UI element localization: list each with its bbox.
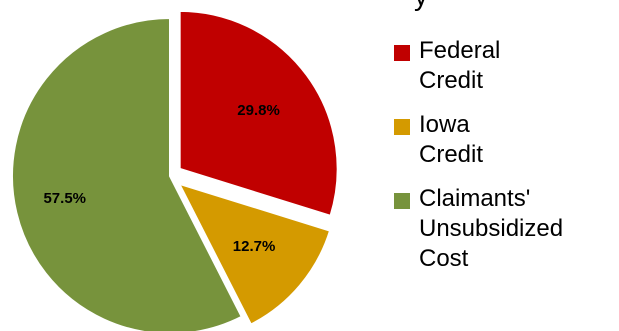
legend-item-federal-credit: Federal Credit (394, 36, 619, 96)
legend-label-iowa-credit: Iowa Credit (419, 111, 484, 168)
pie-slice-iowa-credit (177, 182, 332, 326)
pie-slice-label-claimants-unsubsidized-cost: 57.5% (43, 190, 86, 207)
legend-item-iowa-credit: Iowa Credit (394, 110, 619, 170)
pie-slice-label-federal-credit: 29.8% (237, 102, 280, 119)
chart-legend: Federal Credit Iowa Credit Claimants' Un… (394, 36, 619, 288)
legend-label-claimants-cost: Claimants' Unsubsidized Cost (419, 185, 564, 272)
pie-slice-federal-credit (178, 9, 339, 218)
legend-swatch-federal-credit (394, 45, 410, 61)
legend-swatch-iowa-credit (394, 119, 410, 135)
pie-slice-claimants-unsubsidized-cost (11, 16, 244, 331)
legend-item-claimants-cost: Claimants' Unsubsidized Cost (394, 184, 619, 274)
pie-slice-label-iowa-credit: 12.7% (233, 238, 276, 255)
legend-swatch-claimants-cost (394, 193, 410, 209)
chart-title-fragment: y (414, 0, 428, 12)
legend-label-federal-credit: Federal Credit (419, 37, 501, 94)
